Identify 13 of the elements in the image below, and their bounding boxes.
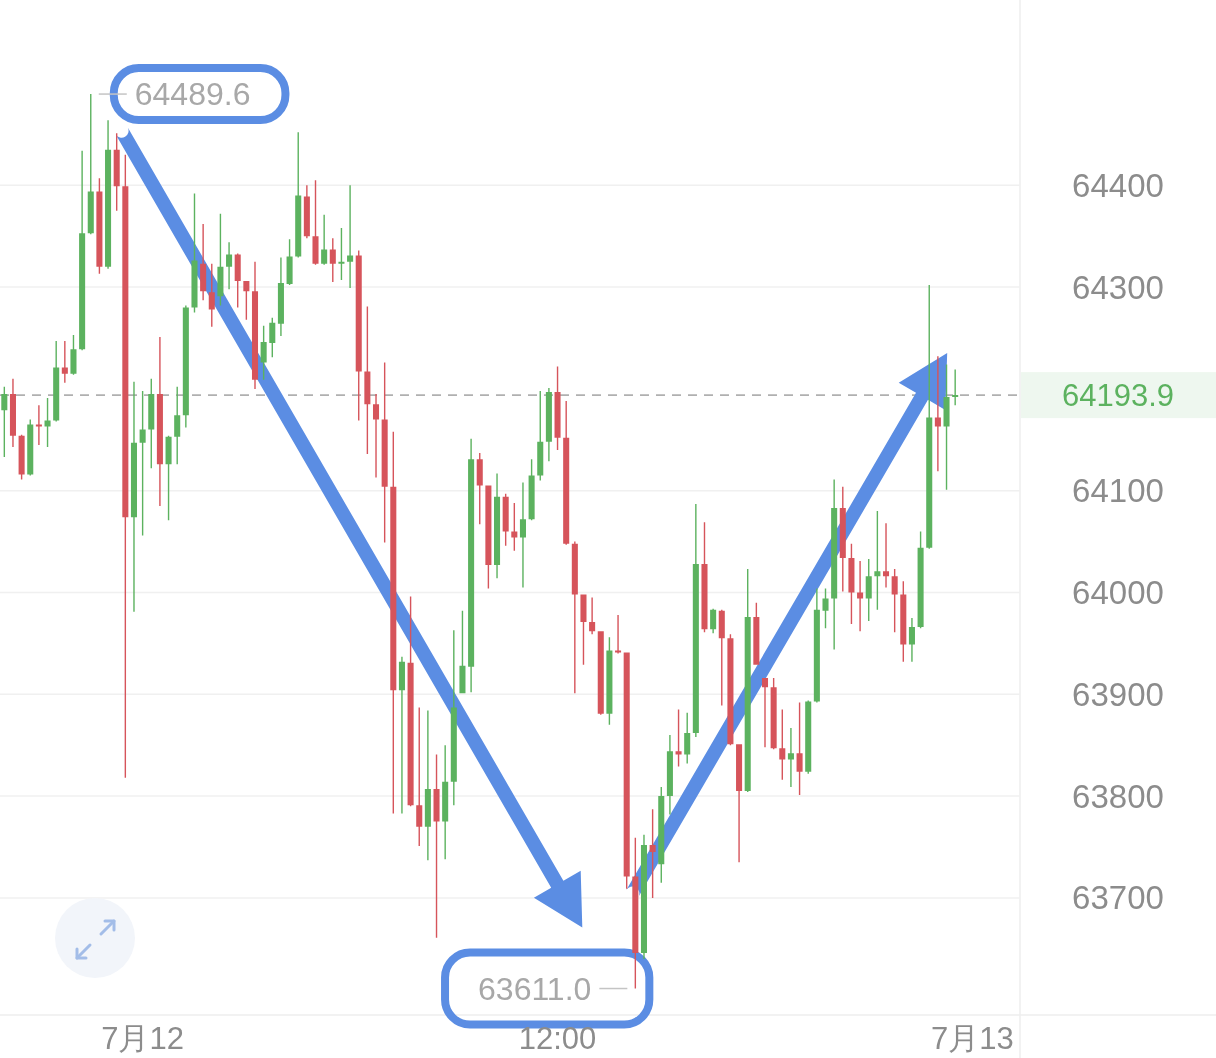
x-tick-label: 7月12: [101, 1020, 184, 1056]
y-tick-label: 64100: [1072, 472, 1164, 510]
ref-line-label: 64193.9: [1061, 377, 1175, 413]
x-tick-label: 12:00: [518, 1020, 597, 1056]
annotation: 64489.6: [134, 76, 251, 113]
y-tick-label: 64000: [1072, 574, 1164, 611]
y-tick-label: 64300: [1072, 268, 1164, 306]
x-tick-label: 7月13: [931, 1020, 1014, 1056]
y-tick-label: 64400: [1072, 166, 1164, 204]
annotation: 63611.0: [478, 970, 592, 1007]
y-tick-label: 63700: [1072, 879, 1164, 917]
y-tick-label: 63800: [1072, 777, 1164, 815]
y-tick-label: 63900: [1072, 675, 1164, 713]
